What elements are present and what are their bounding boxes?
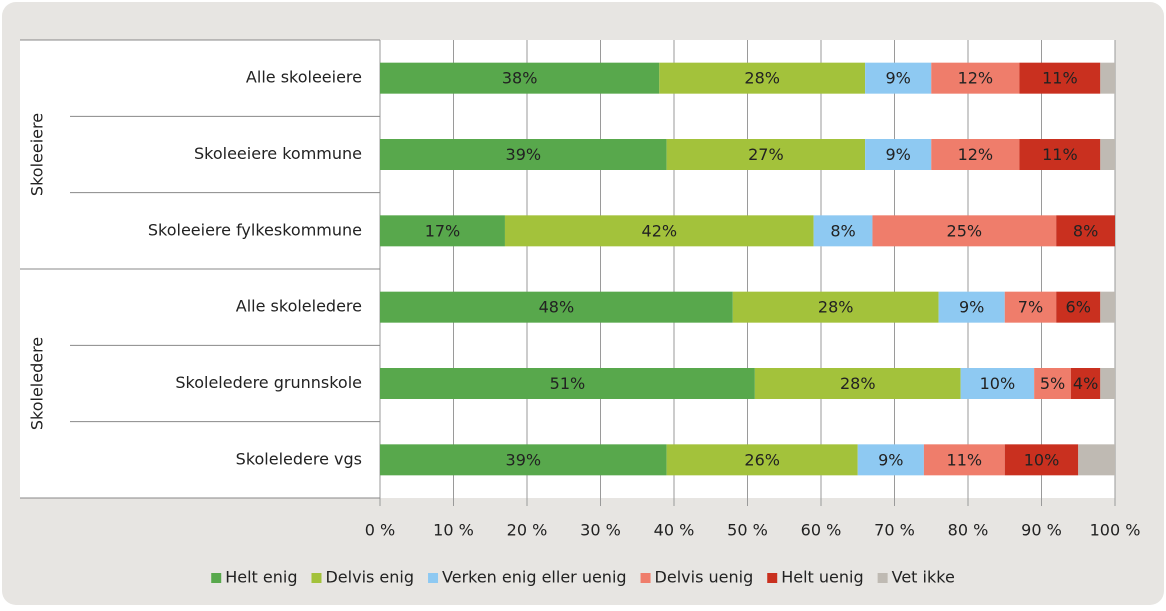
bar-segment [931, 62, 1020, 94]
legend-swatch [767, 573, 778, 583]
bar-segment [380, 444, 667, 476]
value-label: 42% [642, 221, 678, 240]
value-label: 38% [502, 69, 538, 88]
x-tick-label: 50 % [727, 521, 768, 540]
x-tick-label: 0 % [365, 521, 395, 540]
value-label: 10% [980, 374, 1016, 393]
bar-segment [380, 62, 660, 94]
x-tick-label: 90 % [1021, 521, 1062, 540]
legend-swatch [311, 573, 322, 583]
bar-segment [872, 215, 1057, 247]
bar-segment [1078, 444, 1115, 476]
bar-segment [666, 139, 866, 170]
value-label: 9% [878, 450, 903, 469]
group-label: Skoleledere [28, 337, 47, 430]
bar-segment [1004, 291, 1057, 323]
value-label: 51% [550, 374, 586, 393]
bar-segment [923, 444, 1005, 476]
value-label: 9% [885, 69, 910, 88]
value-label: 39% [506, 450, 542, 469]
bar-segment [754, 368, 961, 399]
bar-segment [857, 444, 924, 476]
legend-label: Delvis uenig [655, 568, 754, 587]
value-label: 11% [1042, 145, 1078, 164]
x-tick-label: 10 % [433, 521, 474, 540]
value-label: 25% [947, 221, 983, 240]
value-label: 48% [539, 298, 575, 317]
category-label: Alle skoleeiere [246, 68, 362, 87]
bar-segment [504, 215, 814, 247]
value-label: 9% [885, 145, 910, 164]
category-label: Alle skoleledere [236, 297, 362, 316]
bar-segment [380, 368, 755, 399]
bar-segment [931, 139, 1020, 170]
bar-segment [1056, 291, 1101, 323]
category-label: Skoleeiere fylkeskommune [148, 220, 362, 239]
category-label: Skoleledere vgs [236, 449, 362, 468]
value-label: 28% [744, 69, 780, 88]
legend-swatch [640, 573, 651, 583]
x-tick-label: 70 % [874, 521, 915, 540]
bar-segment [659, 62, 866, 94]
legend-label: Vet ikke [892, 568, 955, 587]
bar-segment [666, 444, 858, 476]
bar-segment [1056, 215, 1115, 247]
bar-segment [1019, 62, 1101, 94]
bar-segment [1019, 139, 1101, 170]
legend-label: Helt enig [225, 568, 297, 587]
value-label: 6% [1066, 298, 1091, 317]
bar-segment [813, 215, 873, 247]
x-tick-label: 20 % [507, 521, 548, 540]
bar-segment [1034, 368, 1071, 399]
bar-segment [1100, 62, 1115, 94]
value-label: 10% [1024, 450, 1060, 469]
value-label: 11% [1042, 69, 1078, 88]
bar-segment [1100, 139, 1115, 170]
value-label: 39% [506, 145, 542, 164]
value-label: 27% [748, 145, 784, 164]
value-label: 7% [1018, 298, 1043, 317]
x-tick-label: 30 % [580, 521, 621, 540]
bar-segment [1100, 291, 1115, 323]
value-label: 8% [830, 221, 855, 240]
bar-segment [865, 139, 932, 170]
value-label: 12% [958, 145, 994, 164]
bar-segment [938, 291, 1005, 323]
category-label: Skoleeiere kommune [194, 144, 362, 163]
value-label: 5% [1040, 374, 1065, 393]
bar-segment [1100, 368, 1115, 399]
group-label: Skoleeiere [28, 113, 47, 196]
value-label: 28% [840, 374, 876, 393]
x-tick-label: 40 % [654, 521, 695, 540]
legend-swatch [428, 573, 439, 583]
value-label: 12% [958, 69, 994, 88]
x-tick-label: 100 % [1090, 521, 1141, 540]
legend-swatch [211, 573, 222, 583]
legend-label: Helt uenig [781, 568, 863, 587]
bar-segment [380, 291, 733, 323]
legend-label: Delvis enig [325, 568, 414, 587]
bar-segment [380, 215, 505, 247]
value-label: 17% [425, 221, 461, 240]
value-label: 4% [1073, 374, 1098, 393]
value-label: 9% [959, 298, 984, 317]
bar-segment [1004, 444, 1079, 476]
x-tick-label: 80 % [948, 521, 989, 540]
bar-segment [380, 139, 667, 170]
value-label: 26% [744, 450, 780, 469]
value-label: 28% [818, 298, 854, 317]
value-label: 8% [1073, 221, 1098, 240]
legend-label: Verken enig eller uenig [442, 568, 627, 587]
x-tick-label: 60 % [801, 521, 842, 540]
bar-segment [865, 62, 932, 94]
bar-segment [960, 368, 1035, 399]
bar-segment [732, 291, 939, 323]
value-label: 11% [947, 450, 983, 469]
bar-segment [1070, 368, 1101, 399]
legend-swatch [877, 573, 888, 583]
category-label: Skoleledere grunnskole [175, 373, 362, 392]
